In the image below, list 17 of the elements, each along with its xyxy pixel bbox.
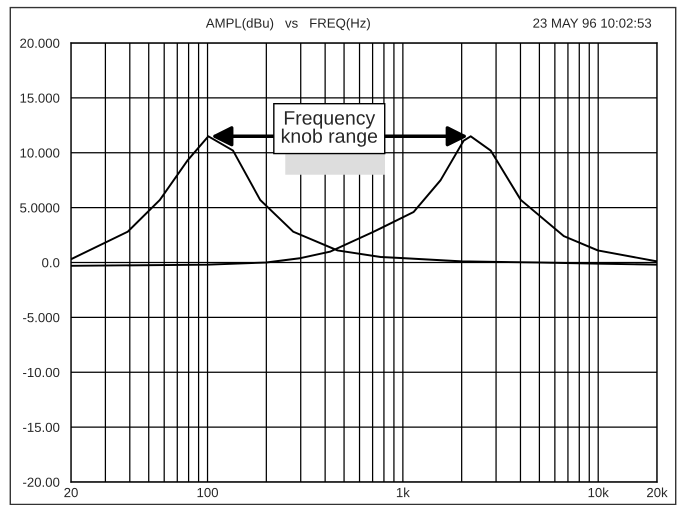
y-tick-label: 0.0 (42, 258, 60, 268)
annotation: Frequency knob range (282, 111, 378, 147)
x-tick-label: 20k (647, 488, 668, 498)
y-tick-label: -15.00 (23, 422, 60, 432)
x-tick-label: 100 (198, 488, 218, 498)
y-tick-label: -5.000 (23, 312, 60, 322)
x-tick-label: 10k (588, 488, 609, 498)
y-tick-label: 15.000 (20, 93, 60, 103)
y-tick-label: 5.0000 (20, 203, 60, 213)
y-tick-label: 20.000 (20, 38, 60, 48)
x-tick-label: 20 (64, 488, 78, 498)
x-tick-label: 1k (396, 488, 410, 498)
text: 23 MAY 96 10:02:53 (533, 18, 652, 28)
y-tick-label: 10.000 (20, 148, 60, 158)
y-tick-label: -10.00 (23, 368, 60, 378)
chart-title: AMPL(dBu) vs FREQ(Hz) (206, 18, 370, 30)
y-tick-label: -20.00 (23, 478, 60, 487)
